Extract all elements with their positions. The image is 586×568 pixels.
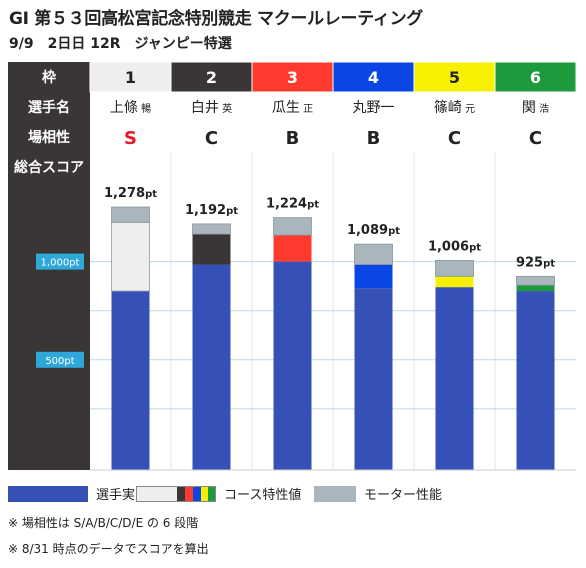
- total-score-label: 925pt: [516, 255, 555, 270]
- bar-player-strength: [273, 261, 312, 470]
- row-header-total: 総合スコア: [14, 159, 84, 176]
- bar-course: [435, 276, 474, 288]
- compat-grade: C: [205, 128, 218, 149]
- player-surname: 関: [522, 100, 536, 116]
- player-given-name: 英: [219, 102, 232, 115]
- total-score-value: 1,278: [104, 186, 145, 201]
- total-score-value: 1,089: [347, 223, 388, 238]
- row-header-waku: 枠: [42, 69, 56, 86]
- player-name: 丸野一: [353, 100, 395, 116]
- y-tick-badge: [36, 253, 84, 270]
- total-score-unit: pt: [307, 200, 319, 211]
- player-given-name: 暢: [138, 102, 151, 115]
- bar-motor: [516, 275, 555, 286]
- player-name: 瓜生 正: [272, 100, 313, 116]
- bar-motor: [435, 260, 474, 277]
- y-tick-badge: [36, 351, 84, 368]
- bar-player-strength: [192, 264, 231, 470]
- y-tick-label: 1,000pt: [41, 258, 80, 269]
- player-name: 上條 暢: [110, 100, 151, 116]
- player-name: 関 浩: [522, 100, 549, 116]
- bar-course: [273, 235, 312, 262]
- bar-course: [516, 285, 555, 292]
- race-subtitle: 9/9 2日日 12R ジャンピー特選: [9, 36, 232, 52]
- bar-player-strength: [354, 288, 393, 470]
- waku-cell: [413, 61, 496, 93]
- waku-number: 2: [206, 68, 217, 87]
- waku-cell: [251, 61, 334, 93]
- player-surname: 篠崎: [434, 100, 462, 116]
- bar-player-strength: [111, 291, 150, 470]
- bar-course: [111, 221, 150, 292]
- legend-swatch-course: [136, 485, 216, 502]
- compat-grade: S: [124, 128, 137, 149]
- legend-swatch-motor: [314, 485, 356, 502]
- page-title: GI 第５３回高松宮記念特別競走 マクールレーティング: [9, 9, 423, 29]
- waku-number: 5: [449, 68, 460, 87]
- waku-cell: [89, 61, 172, 93]
- waku-number: 1: [125, 68, 136, 87]
- compat-grade: B: [286, 128, 300, 149]
- bar-course: [192, 234, 231, 265]
- waku-cell: [170, 61, 253, 93]
- waku-number: 6: [530, 68, 541, 87]
- y-tick-label: 500pt: [45, 356, 74, 367]
- bar-player-strength: [435, 287, 474, 470]
- legend: 選手実力値 コース特性値 モーター性能: [8, 484, 578, 504]
- player-surname: 白井: [191, 100, 219, 116]
- player-given-name: 元: [462, 104, 475, 115]
- bar-motor: [273, 217, 312, 236]
- note-compat-scale: ※ 場相性は S/A/B/C/D/E の 6 段階: [8, 516, 199, 530]
- player-given-name: 正: [300, 104, 313, 115]
- total-score-unit: pt: [388, 226, 400, 237]
- player-surname: 上條: [110, 100, 138, 116]
- bar-motor: [354, 243, 393, 265]
- player-name: 白井 英: [191, 100, 232, 116]
- total-score-unit: pt: [145, 189, 157, 200]
- waku-number: 3: [287, 68, 298, 87]
- legend-label-course: コース特性値: [224, 488, 302, 503]
- legend-swatch-player: [8, 485, 88, 502]
- bar-player-strength: [516, 291, 555, 470]
- total-score-label: 1,224pt: [266, 197, 319, 212]
- bar-course: [354, 264, 393, 289]
- note-data-date: ※ 8/31 時点のデータでスコアを算出: [8, 542, 209, 556]
- total-score-value: 925: [516, 255, 543, 270]
- total-score-label: 1,278pt: [104, 186, 157, 201]
- total-score-unit: pt: [469, 242, 481, 253]
- legend-item-course: コース特性値: [136, 484, 301, 503]
- legend-item-motor: モーター性能: [314, 484, 442, 503]
- total-score-label: 1,192pt: [185, 203, 238, 218]
- compat-grade: B: [367, 128, 381, 149]
- row-header-compat: 場相性: [28, 129, 70, 146]
- waku-number: 4: [368, 68, 379, 87]
- total-score-unit: pt: [543, 258, 555, 269]
- player-surname: 瓜生: [272, 100, 300, 116]
- compat-grade: C: [448, 128, 461, 149]
- bar-motor: [192, 223, 231, 235]
- waku-cell: [332, 61, 415, 93]
- total-score-label: 1,006pt: [428, 239, 481, 254]
- bar-motor: [111, 206, 150, 223]
- player-name: 篠崎 元: [434, 100, 475, 116]
- row-header-player: 選手名: [28, 99, 70, 116]
- total-score-unit: pt: [226, 206, 238, 217]
- player-given-name: 浩: [536, 103, 549, 115]
- total-score-value: 1,192: [185, 203, 226, 218]
- waku-cell: [494, 61, 577, 93]
- total-score-value: 1,006: [428, 239, 469, 254]
- player-surname: 丸野一: [353, 100, 395, 116]
- legend-label-motor: モーター性能: [364, 488, 443, 503]
- total-score-value: 1,224: [266, 197, 307, 212]
- total-score-label: 1,089pt: [347, 223, 400, 238]
- compat-grade: C: [529, 128, 542, 149]
